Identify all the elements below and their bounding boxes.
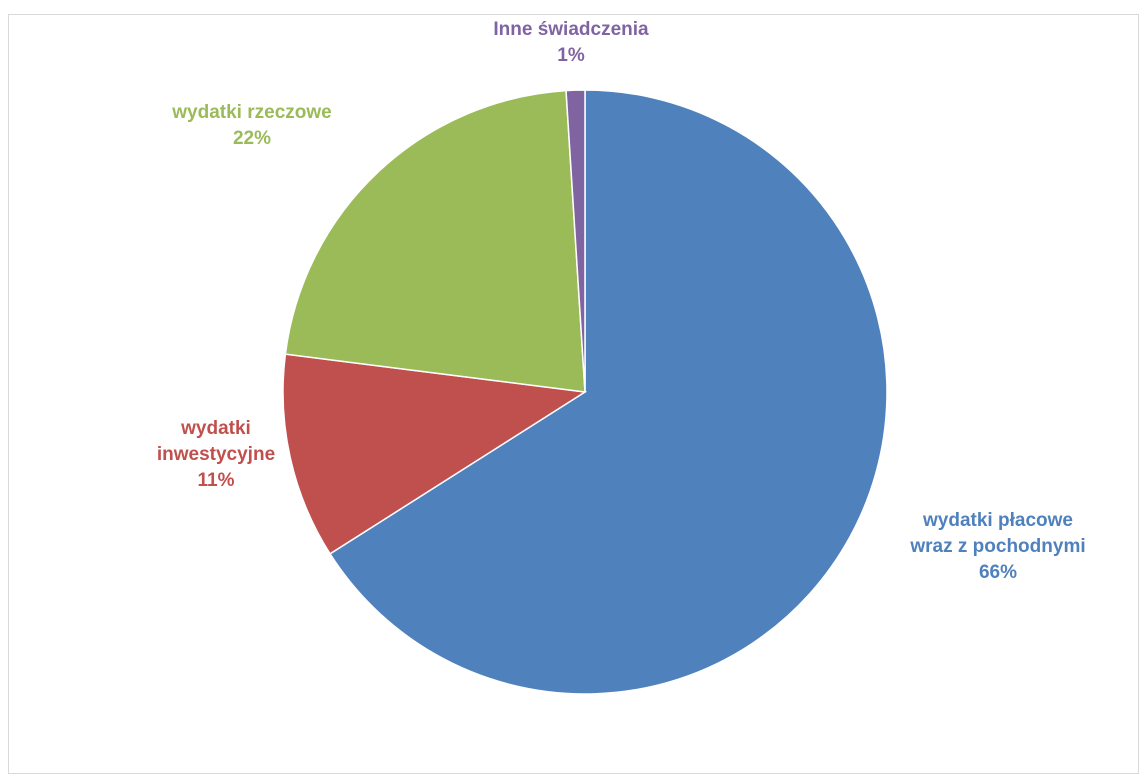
- slice-category-label: wydatki płacowe: [922, 510, 1073, 531]
- pie-slice-wydatki-inwestycyjne: [282, 353, 588, 555]
- slice-category-label: inwestycyjne: [157, 444, 275, 465]
- slice-percent-label: 66%: [979, 562, 1017, 583]
- pie-slice-wydatki-placowe-wraz-z-pochodnymi: [328, 89, 888, 695]
- data-label-inne-swiadczenia: Inne świadczenia 1%: [493, 19, 649, 66]
- slice-category-label: wydatki: [180, 418, 251, 439]
- data-label-wydatki-placowe-wraz-z-pochodnymi: wydatki płacowe wraz z pochodnymi 66%: [909, 510, 1085, 583]
- slice-category-label: wydatki rzeczowe: [171, 102, 331, 123]
- slice-percent-label: 1%: [557, 45, 585, 66]
- slice-percent-label: 22%: [233, 128, 271, 149]
- slice-percent-label: 11%: [198, 470, 235, 491]
- slice-category-label: wraz z pochodnymi: [909, 536, 1085, 557]
- slice-category-label: Inne świadczenia: [493, 19, 649, 40]
- data-label-wydatki-rzeczowe: wydatki rzeczowe 22%: [171, 102, 331, 149]
- pie-slice-wydatki-rzeczowe: [284, 89, 586, 393]
- data-label-wydatki-inwestycyjne: wydatki inwestycyjne 11%: [157, 418, 275, 491]
- pie-slice-inne-swiadczenia: [565, 89, 586, 393]
